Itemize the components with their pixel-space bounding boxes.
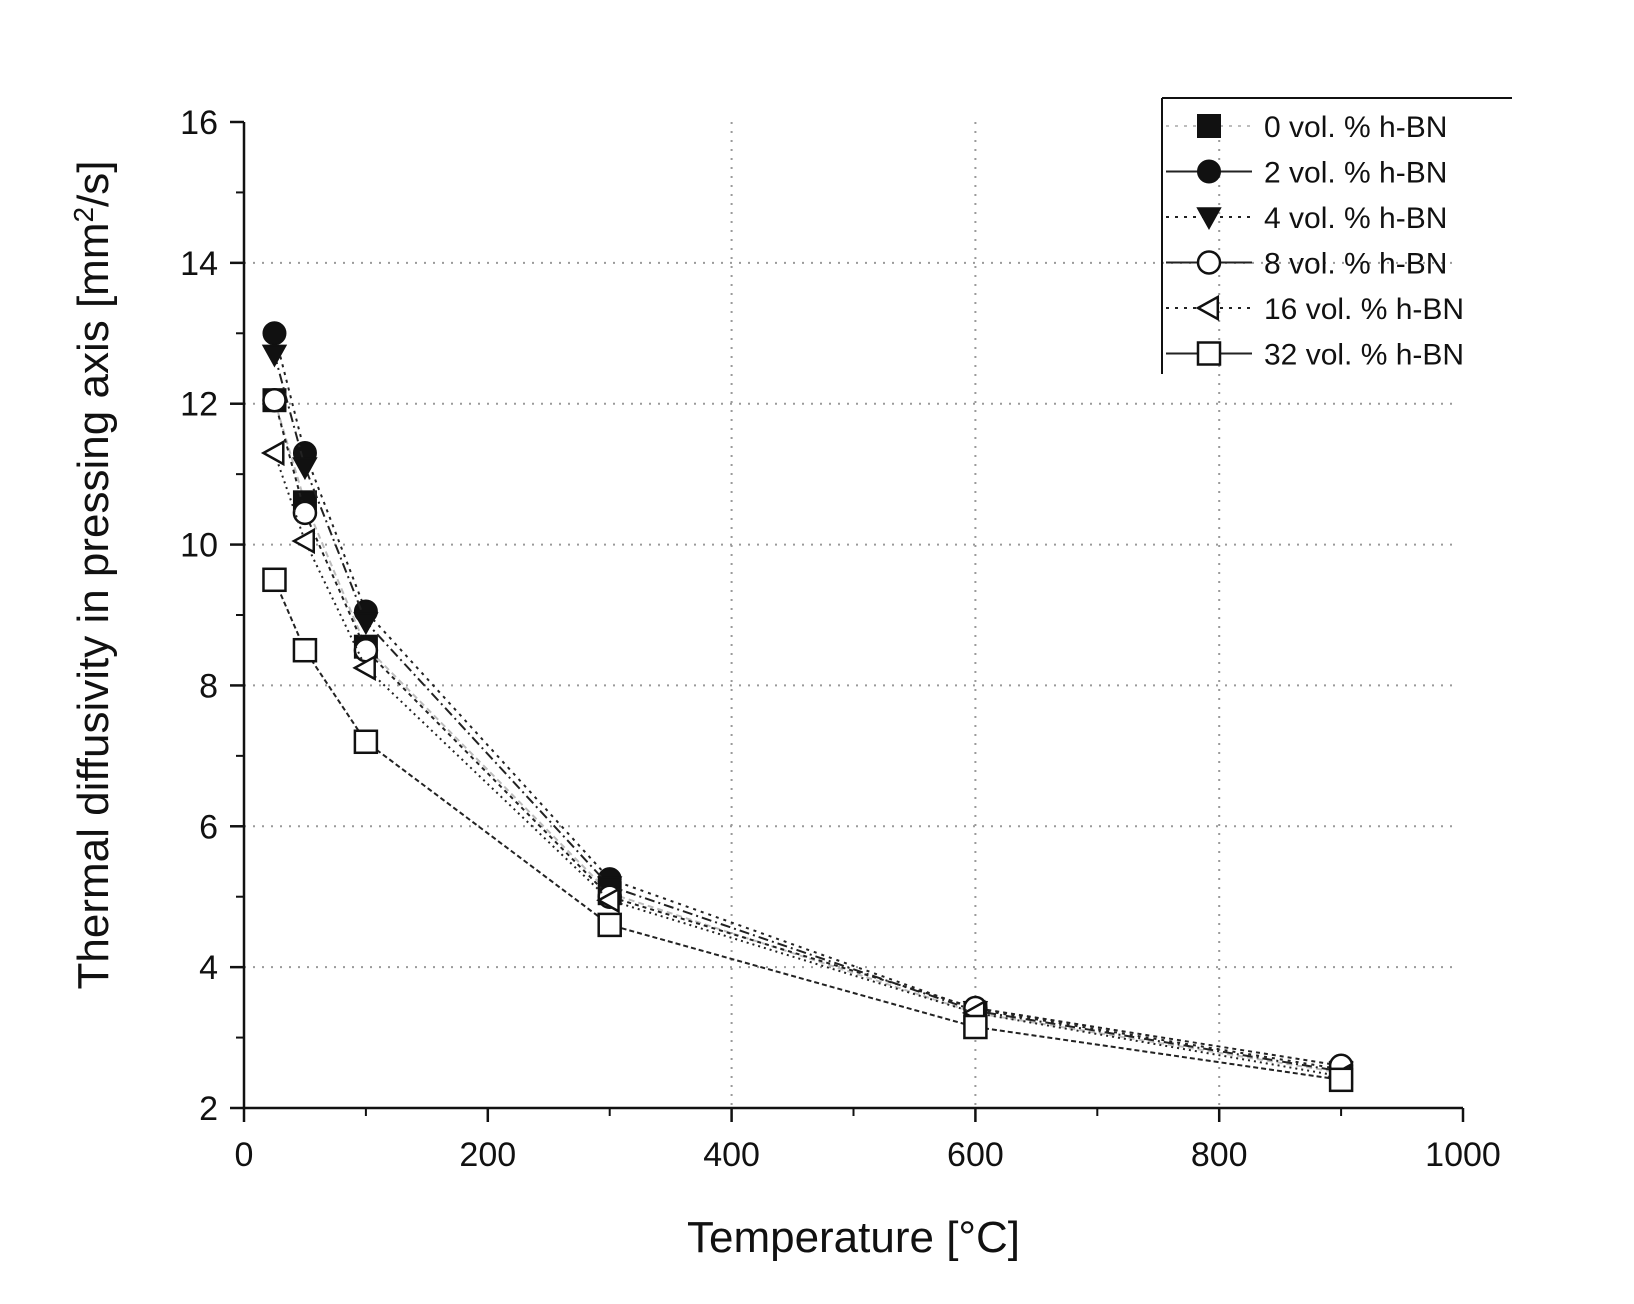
- legend-marker: [1195, 294, 1220, 322]
- data-point: [597, 912, 622, 938]
- series-4: [260, 439, 1352, 1090]
- x-tick-label: 200: [459, 1136, 516, 1174]
- x-axis-title: Temperature [°C]: [687, 1213, 1020, 1262]
- legend-label: 4 vol. % h-BN: [1264, 202, 1447, 235]
- data-point: [1328, 1067, 1354, 1093]
- series-3: [262, 387, 1354, 1078]
- series-line: [273, 579, 1342, 1081]
- legend-entry-0: 0 vol. % h-BN: [1166, 111, 1447, 144]
- data-point: [291, 527, 315, 555]
- data-point: [261, 344, 288, 368]
- y-tick-label: 2: [199, 1090, 218, 1128]
- data-point: [292, 457, 318, 481]
- legend-entry-5: 32 vol. % h-BN: [1166, 339, 1464, 372]
- series-5: [262, 567, 1354, 1093]
- legend-entry-2: 4 vol. % h-BN: [1166, 202, 1447, 235]
- series-line: [273, 354, 1342, 1073]
- y-tick-label: 6: [199, 808, 218, 846]
- axes: 0 200 400 600 800 1000 2 4 6 8 10 12 14 16: [180, 104, 1501, 1174]
- y-tick-label: 16: [180, 104, 218, 142]
- data-point: [596, 887, 620, 914]
- legend-label: 2 vol. % h-BN: [1264, 157, 1447, 190]
- series-line: [273, 399, 1342, 1067]
- legend-label: 8 vol. % h-BN: [1264, 248, 1447, 281]
- data-point: [262, 321, 287, 346]
- grid: [244, 122, 1455, 1108]
- legend-label: 32 vol. % h-BN: [1264, 339, 1464, 372]
- series-group: [260, 321, 1354, 1093]
- y-tick-label: 12: [180, 386, 218, 424]
- legend-marker: [1196, 207, 1222, 231]
- series-1: [262, 321, 1354, 1082]
- legend-entry-1: 2 vol. % h-BN: [1166, 157, 1447, 190]
- data-point: [292, 500, 318, 526]
- y-axis-title-end: /s]: [69, 160, 118, 206]
- legend-label: 16 vol. % h-BN: [1264, 293, 1464, 326]
- x-tick-label: 800: [1191, 1136, 1248, 1174]
- data-point: [353, 729, 379, 755]
- series-2: [261, 344, 1354, 1085]
- x-tick-label: 0: [235, 1136, 254, 1174]
- data-point: [292, 637, 318, 663]
- legend-marker: [1196, 341, 1222, 366]
- y-tick-label: 10: [180, 527, 218, 565]
- y-axis-title-superscript: 2: [68, 207, 99, 223]
- data-point: [352, 654, 376, 681]
- legend-marker: [1197, 159, 1221, 184]
- x-tick-label: 600: [947, 1136, 1004, 1174]
- data-point: [963, 1014, 988, 1040]
- data-point: [353, 612, 379, 636]
- data-point: [262, 567, 287, 593]
- y-tick-label: 4: [199, 949, 218, 987]
- x-tick-label: 1000: [1425, 1136, 1501, 1174]
- data-point: [260, 439, 285, 467]
- legend-entry-3: 8 vol. % h-BN: [1166, 248, 1447, 281]
- series-line: [273, 399, 1342, 1074]
- series-line: [273, 452, 1342, 1078]
- data-point: [262, 387, 287, 413]
- legend-marker: [1196, 250, 1222, 275]
- x-tick-label: 400: [703, 1136, 760, 1174]
- series-line: [273, 333, 1342, 1071]
- y-axis-title: Thermal diffusivity in pressing axis [mm…: [68, 160, 119, 989]
- y-axis-title-main: Thermal diffusivity in pressing axis [mm: [69, 223, 118, 990]
- legend-entry-4: 16 vol. % h-BN: [1166, 293, 1464, 326]
- legend-label: 0 vol. % h-BN: [1264, 111, 1447, 144]
- legend-marker: [1197, 114, 1221, 138]
- legend: 0 vol. % h-BN 2 vol. % h-BN 4 vol. % h-BN 8…: [1161, 97, 1512, 374]
- y-tick-label: 8: [199, 667, 218, 705]
- y-tick-label: 14: [180, 245, 218, 283]
